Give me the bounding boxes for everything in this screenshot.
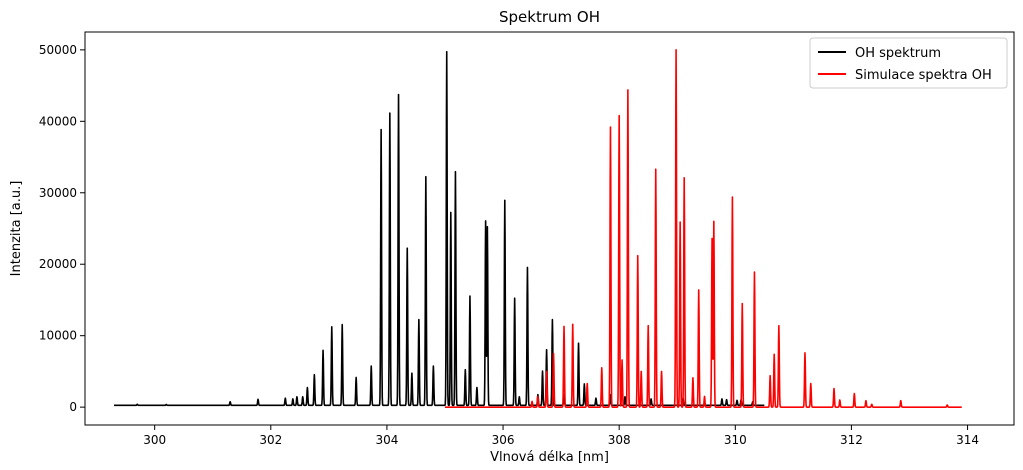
y-axis: 0 10000 20000 30000 40000 50000: [39, 43, 85, 414]
x-axis: 300 302 304 306 308 310 312 314: [143, 425, 979, 447]
plot-frame: [84, 31, 1015, 426]
x-tick-label: 306: [492, 433, 515, 447]
x-tick-label: 304: [375, 433, 398, 447]
y-tick-label: 30000: [39, 186, 77, 200]
x-tick-label: 310: [724, 433, 747, 447]
y-axis-label: Intenzita [a.u.]: [9, 181, 24, 277]
series-line-1: [444, 49, 963, 408]
y-tick-label: 10000: [39, 329, 77, 343]
y-tick-label: 20000: [39, 257, 77, 271]
x-tick-label: 312: [840, 433, 863, 447]
legend-box: [809, 37, 1008, 89]
y-tick-label: 0: [69, 400, 77, 414]
x-tick-label: 302: [259, 433, 282, 447]
y-tick-label: 40000: [39, 114, 77, 128]
x-tick-label: 300: [143, 433, 166, 447]
series-line-0: [113, 50, 765, 407]
legend-label-simulace: Simulace spektra OH: [855, 68, 992, 83]
x-tick-label: 314: [956, 433, 979, 447]
legend-label-oh-spektrum: OH spektrum: [855, 46, 941, 61]
y-tick-label: 50000: [39, 43, 77, 57]
x-tick-label: 308: [608, 433, 631, 447]
plot-series-group: [113, 49, 963, 408]
chart-title: Spektrum OH: [499, 8, 600, 26]
legend: OH spektrum Simulace spektra OH: [809, 37, 1008, 89]
x-axis-label: Vlnová délka [nm]: [490, 450, 609, 465]
